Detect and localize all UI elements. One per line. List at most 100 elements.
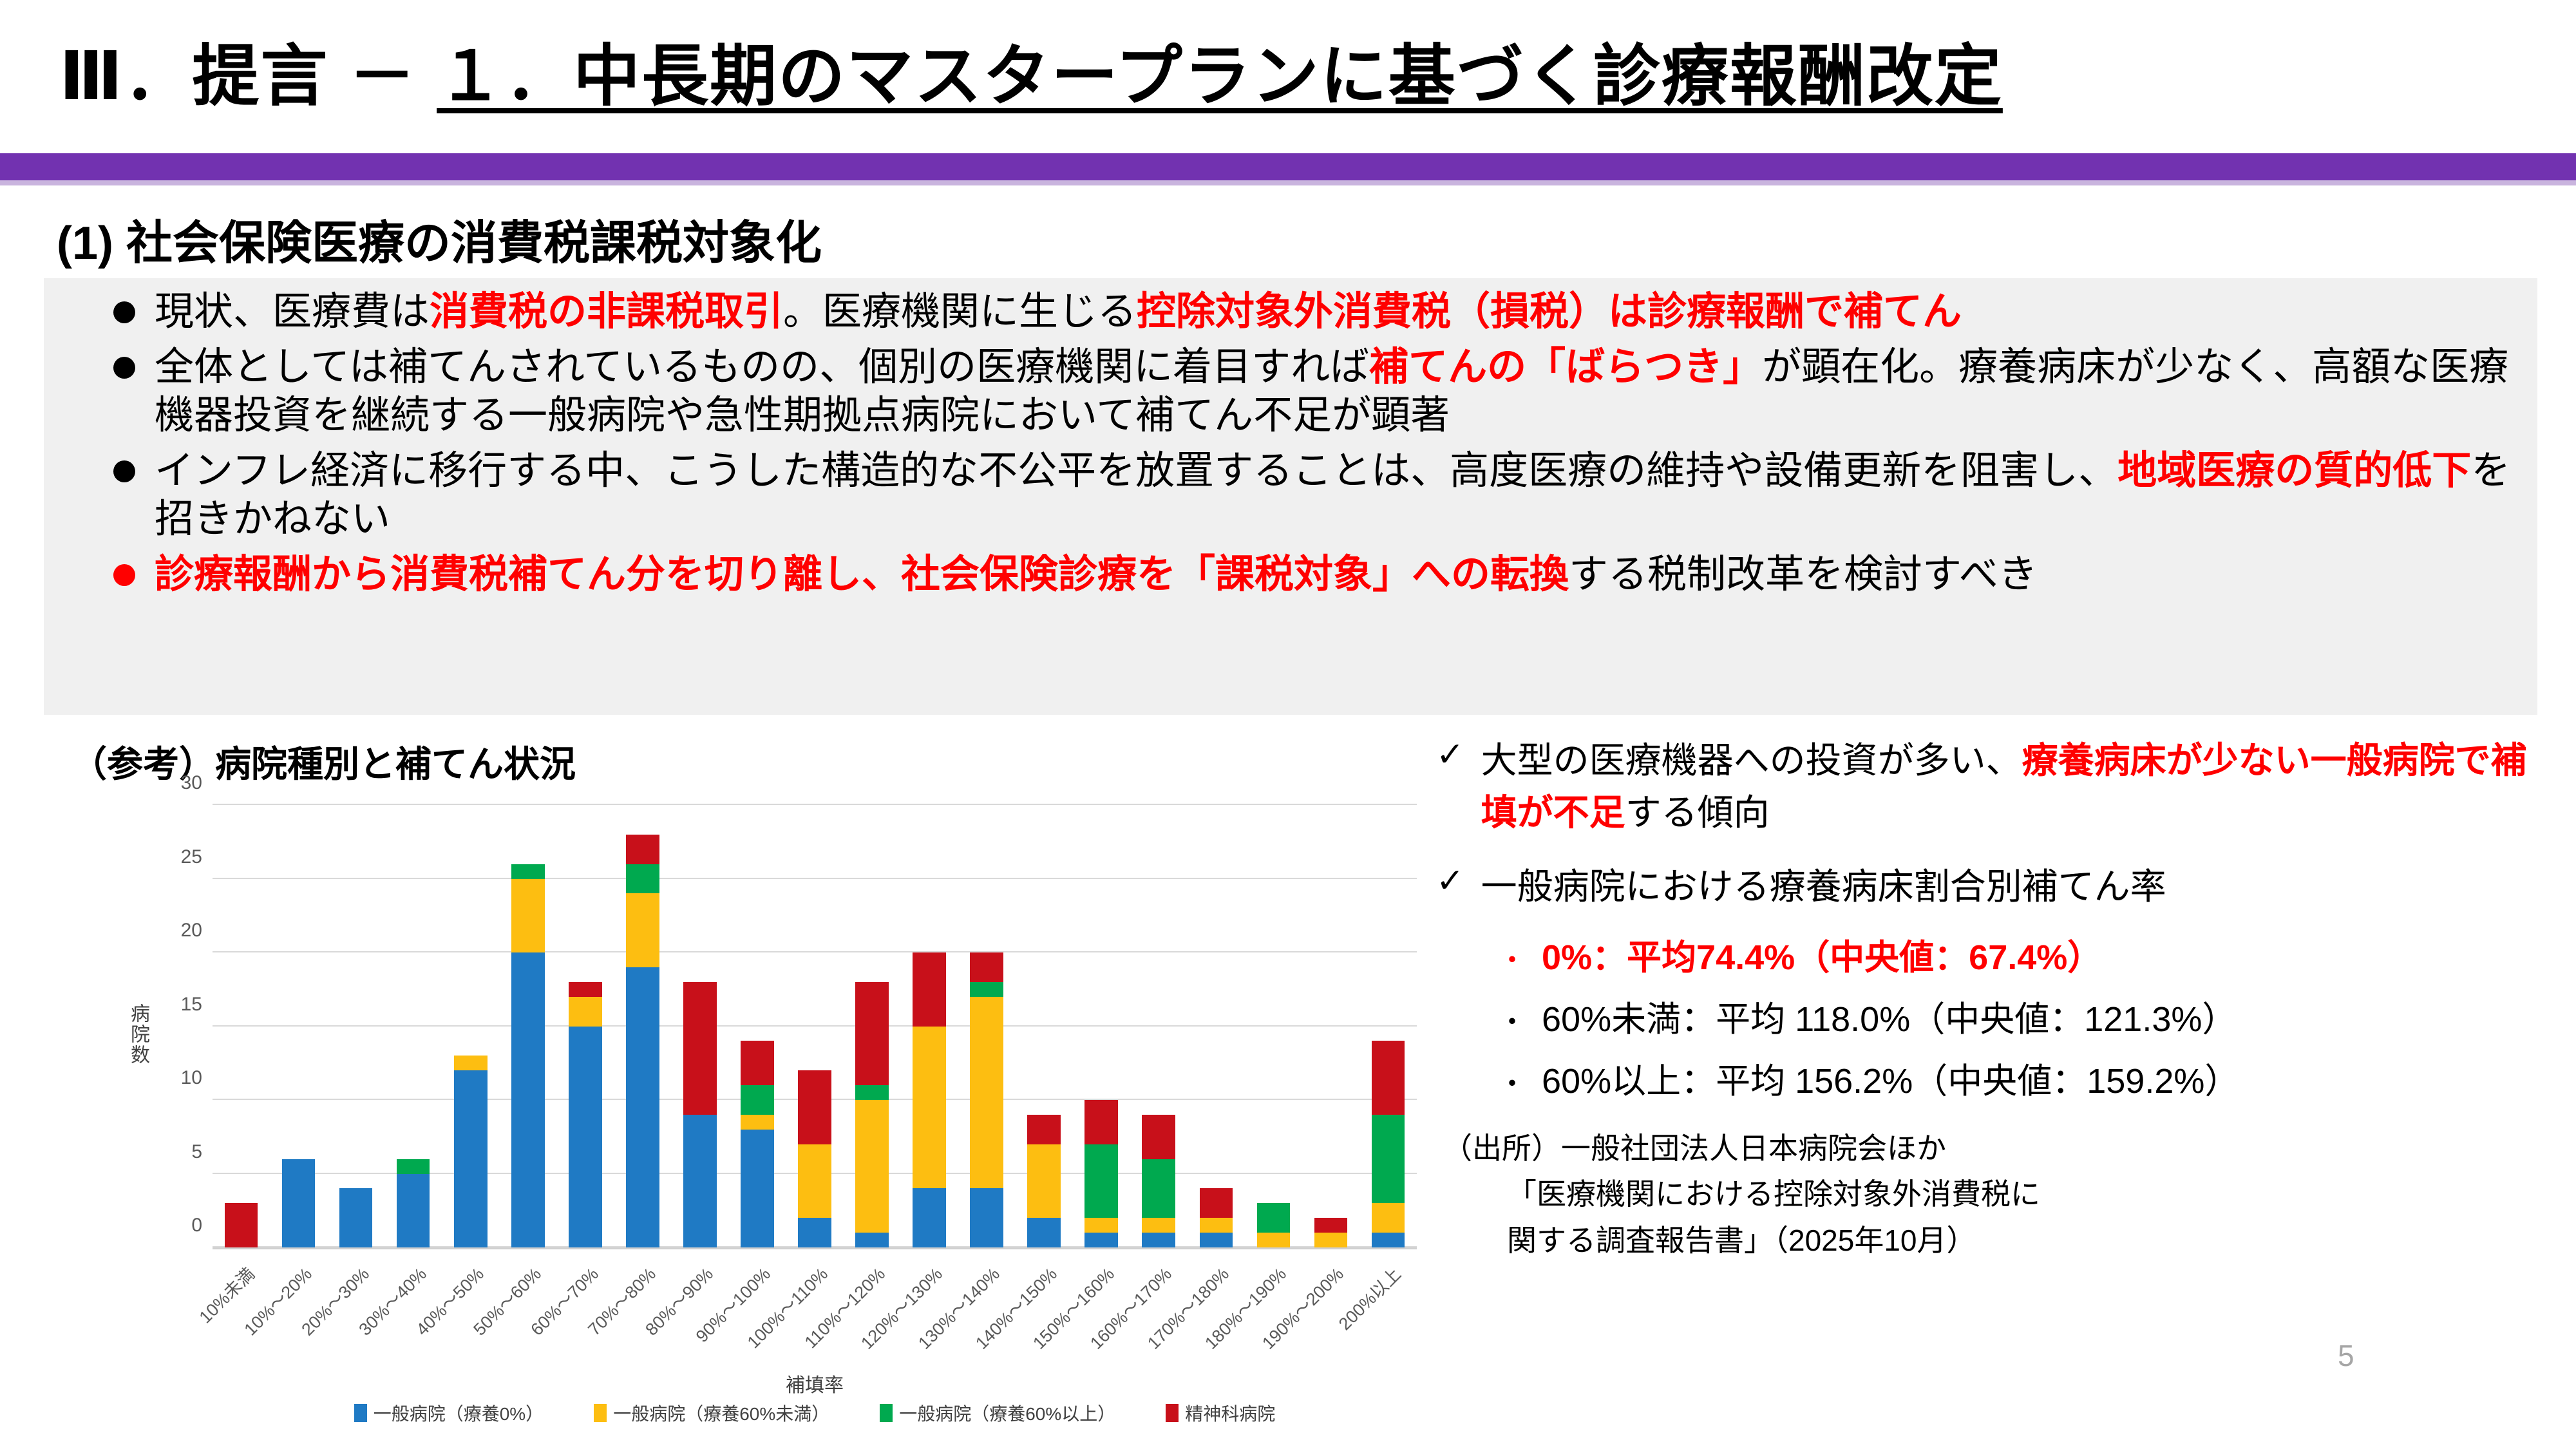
bar-slot (1073, 805, 1130, 1247)
text-run-0: 大型の医療機器への投資が多い、 (1481, 740, 2022, 781)
stacked-bar (970, 952, 1003, 1247)
stat-item: ・ 0%：平均74.4%（中央値：67.4%） (1498, 935, 2544, 980)
stat-item: ・ 60%以上：平均 156.2%（中央値：159.2%） (1498, 1059, 2544, 1104)
bar-slot (270, 805, 327, 1247)
bar-segment (511, 952, 545, 1247)
chart-plot-area: 0 5 10 15 20 25 30 (181, 772, 1417, 1249)
chart-x-axis-labels: 10%未満 10%～20% 20%～30% 30%～40% 40%～50% 50%～60%… (195, 1257, 1417, 1367)
bar-slot (1130, 805, 1188, 1247)
bullet-panel: 現状、医療費は消費税の非課税取引。医療機関に生じる控除対象外消費税（損税）は診療… (44, 278, 2537, 715)
bar-segment (855, 981, 889, 1086)
bar-segment (855, 1233, 889, 1247)
bar-slot (1245, 805, 1302, 1247)
stacked-bar (1199, 1188, 1233, 1247)
title-divider-shadow (0, 180, 2576, 185)
bar-segment (970, 996, 1003, 1189)
text-run-0: 現状、医療費は (155, 289, 430, 333)
bar-segment (1256, 1203, 1291, 1233)
stacked-bar (683, 981, 717, 1247)
bar-segment (568, 1026, 602, 1247)
bar-segment (1199, 1218, 1233, 1233)
stat-text: 60%未満：平均 118.0%（中央値：121.3%） (1542, 999, 2237, 1039)
y-tick-label: 10 (180, 1067, 202, 1088)
stacked-bar (798, 1070, 831, 1247)
stacked-bar (1256, 1203, 1291, 1247)
legend-label: 精神科病院 (1185, 1404, 1276, 1424)
bullet-text: 全体としては補てんされているものの、個別の医療機関に着目すれば補てんの「ばらつき… (155, 343, 2522, 439)
source-line: 関する調査報告書」（2025年10月） (1507, 1223, 1976, 1257)
bar-segment (568, 981, 602, 997)
y-tick-label: 5 (191, 1141, 202, 1162)
bar-slot (556, 805, 614, 1247)
bar-segment (511, 864, 545, 879)
bullet-item: 全体としては補てんされているものの、個別の医療機関に着目すれば補てんの「ばらつき… (113, 343, 2522, 439)
bar-segment (1084, 1100, 1119, 1144)
bar-segment (970, 1188, 1003, 1247)
title-bar: Ⅲ．提言 － １．中長期のマスタープランに基づく診療報酬改定 (0, 0, 2576, 155)
bar-segment (1142, 1233, 1176, 1247)
stacked-bar (855, 981, 889, 1247)
bar-slot (614, 805, 671, 1247)
stat-text: 60%以上：平均 156.2%（中央値：159.2%） (1542, 1061, 2240, 1101)
bar-segment (453, 1056, 488, 1071)
bar-slot (671, 805, 728, 1247)
bar-segment (1371, 1203, 1405, 1233)
bar-segment (741, 1085, 774, 1115)
text-run-1: 補てんの「ばらつき」 (1369, 345, 1763, 389)
legend-label: 一般病院（療養60%以上） (899, 1404, 1116, 1424)
bar-segment (970, 952, 1003, 982)
legend-item: 精神科病院 (1166, 1400, 1275, 1426)
legend-item: 一般病院（療養60%未満） (594, 1400, 829, 1426)
bar-slot (442, 805, 499, 1247)
bar-segment (339, 1188, 373, 1247)
bar-segment (1314, 1233, 1348, 1247)
page-number: 5 (2338, 1339, 2354, 1372)
legend-item: 一般病院（療養60%以上） (880, 1400, 1115, 1426)
bar-segment (396, 1159, 430, 1174)
bar-segment (1199, 1233, 1233, 1247)
stacked-bar (453, 1056, 488, 1247)
bar-segment (913, 1188, 946, 1247)
sub-bullet-icon: ・ (1498, 1006, 1526, 1038)
bar-slot (384, 805, 442, 1247)
bar-segment (453, 1070, 488, 1247)
bar-slot (1359, 805, 1417, 1247)
bullet-dot-icon (113, 357, 135, 379)
text-run-0: インフレ経済に移行する中、こうした構造的な不公平を放置することは、高度医療の維持… (155, 448, 2118, 493)
bullet-item: 診療報酬から消費税補てん分を切り離し、社会保険診療を「課税対象」への転換する税制… (113, 550, 2522, 598)
chart-y-axis-title: 病院数 (128, 1003, 149, 1065)
bar-segment (741, 1114, 774, 1130)
bar-slot (499, 805, 556, 1247)
text-run-2: が顕在化。療養病床が少なく、高額な医療機器投資を継続する一般病院や急性期拠点病院… (155, 345, 2509, 437)
bar-segment (1142, 1114, 1176, 1159)
check-item: ✓ 一般病院における療養病床割合別補てん率 (1436, 860, 2544, 913)
bar-slot (844, 805, 901, 1247)
bar-segment (1314, 1218, 1348, 1233)
source-note: （出所）一般社団法人日本病院会ほか「医療機関における控除対象外消費税に 関する調査… (1443, 1126, 2544, 1264)
bar-slot (786, 805, 843, 1247)
legend-swatch-icon (880, 1404, 893, 1422)
bar-segment (683, 981, 717, 1115)
stat-item: ・ 60%未満：平均 118.0%（中央値：121.3%） (1498, 997, 2544, 1042)
bar-segment (626, 864, 659, 894)
bar-segment (511, 878, 545, 953)
bar-segment (224, 1203, 258, 1247)
source-line: （出所）一般社団法人日本病院会ほか (1443, 1132, 1946, 1166)
gridline: 15 (181, 994, 1417, 1027)
bar-slot (327, 805, 384, 1247)
bar-segment (396, 1173, 430, 1247)
text-run-2: を招きかねない (155, 448, 2511, 540)
bar-segment (626, 834, 659, 864)
chart-bars (213, 805, 1417, 1247)
bar-slot (728, 805, 786, 1247)
bullet-list: 現状、医療費は消費税の非課税取引。医療機関に生じる控除対象外消費税（損税）は診療… (113, 287, 2522, 605)
y-tick-label: 0 (191, 1215, 202, 1236)
bar-segment (970, 981, 1003, 997)
bar-segment (626, 967, 659, 1247)
bar-segment (1027, 1144, 1061, 1218)
source-line: 「医療機関における控除対象外消費税に (1507, 1177, 2040, 1211)
stat-text: 0%：平均74.4%（中央値：67.4%） (1542, 938, 2103, 977)
bar-segment (281, 1159, 316, 1247)
bar-segment (855, 1100, 889, 1233)
